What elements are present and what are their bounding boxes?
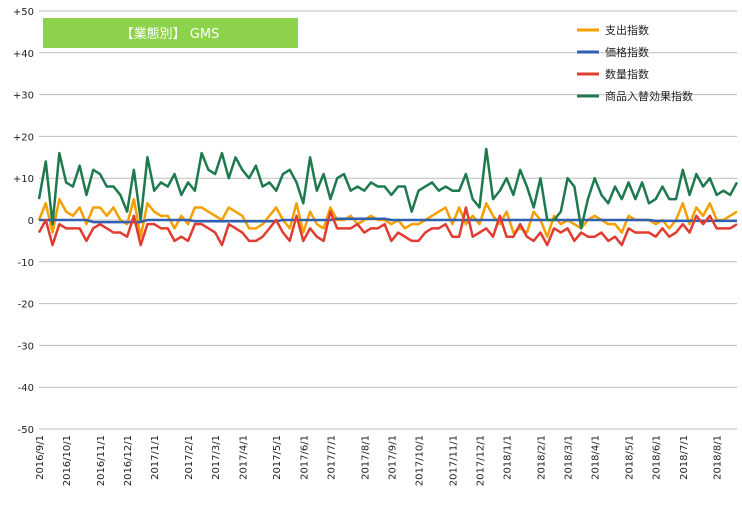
x-tick-label: 2017/2/1 xyxy=(184,435,195,480)
legend-label: 商品入替効果指数 xyxy=(605,89,693,103)
x-tick-label: 2017/11/1 xyxy=(448,435,459,486)
x-tick-label: 2016/9/1 xyxy=(35,435,46,480)
y-tick-label: -20 xyxy=(18,300,34,311)
series-line-1 xyxy=(37,197,738,238)
x-tick-label: 2016/11/1 xyxy=(96,435,107,486)
x-tick-label: 2017/4/1 xyxy=(238,435,249,480)
y-tick-label: -50 xyxy=(18,425,34,436)
x-tick-label: 2018/1/1 xyxy=(503,435,514,480)
x-tick-label: 2017/12/1 xyxy=(475,435,486,486)
x-tick-label: 2018/8/1 xyxy=(713,435,724,480)
series-line-3 xyxy=(37,206,738,247)
y-tick-label: +30 xyxy=(13,91,34,102)
y-tick-label: +10 xyxy=(13,174,34,185)
chart-title: 【業態別】 GMS xyxy=(121,26,220,42)
y-tick-label: +50 xyxy=(13,7,34,18)
x-tick-label: 2017/3/1 xyxy=(211,435,222,480)
x-tick-label: 2017/6/1 xyxy=(299,435,310,480)
y-tick-label: -40 xyxy=(18,383,34,394)
x-tick-label: 2017/9/1 xyxy=(387,435,398,480)
x-tick-label: 2017/8/1 xyxy=(360,435,371,480)
x-tick-label: 2017/5/1 xyxy=(272,435,283,480)
y-tick-label: +40 xyxy=(13,49,34,60)
series-lines xyxy=(37,147,739,247)
x-tick-label: 2016/12/1 xyxy=(123,435,134,486)
chart-title-box xyxy=(43,18,298,48)
x-tick-label: 2018/5/1 xyxy=(625,435,636,480)
x-axis-ticks: 2016/9/1 2016/10/1 2016/11/1 2016/12/1 2017/… xyxy=(35,435,724,486)
series-line-4 xyxy=(37,147,739,230)
y-axis-ticks: +50 +40 +30 +20 +10 0 -10 -20 -30 -40 -50 xyxy=(13,7,34,436)
x-tick-label: 2017/1/1 xyxy=(150,435,161,480)
x-tick-label: 2018/2/1 xyxy=(536,435,547,480)
y-tick-label: 0 xyxy=(28,216,34,227)
legend-label: 支出指数 xyxy=(605,23,649,37)
y-tick-label: +20 xyxy=(13,132,34,143)
x-tick-label: 2018/4/1 xyxy=(591,435,602,480)
x-tick-label: 2017/7/1 xyxy=(326,435,337,480)
legend-label: 価格指数 xyxy=(605,45,649,59)
x-tick-label: 2018/3/1 xyxy=(564,435,575,480)
x-tick-label: 2018/6/1 xyxy=(652,435,663,480)
x-tick-label: 2017/10/1 xyxy=(414,435,425,486)
y-tick-label: -10 xyxy=(18,258,34,269)
series-line-2 xyxy=(39,217,737,224)
x-tick-label: 2018/7/1 xyxy=(679,435,690,480)
x-tick-label: 2016/10/1 xyxy=(62,435,73,486)
y-tick-label: -30 xyxy=(18,341,34,352)
legend-label: 数量指数 xyxy=(605,67,649,81)
